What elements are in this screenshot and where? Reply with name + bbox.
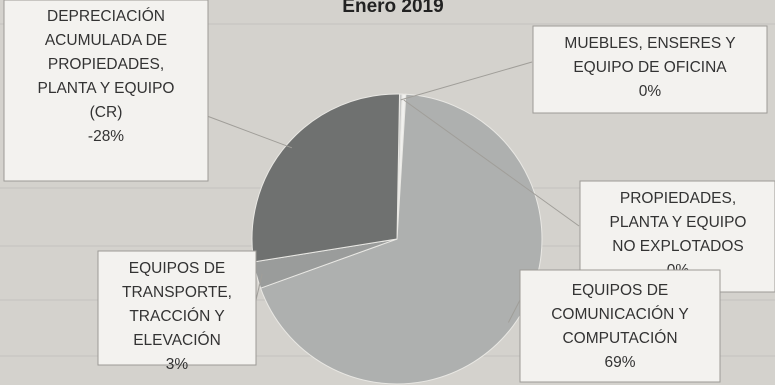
slice-name-label: PLANTA Y EQUIPO (38, 80, 175, 97)
slice-name-label: COMPUTACIÓN (562, 330, 677, 347)
slice-value-label: 69% (604, 354, 635, 371)
slice-name-label: ELEVACIÓN (133, 332, 221, 349)
leader-line (255, 273, 263, 301)
pie-slices (251, 93, 543, 385)
label-box (97, 250, 257, 366)
label-box (3, 0, 209, 182)
slice-name-label: EQUIPO DE OFICINA (573, 59, 727, 76)
leader-line (403, 99, 580, 227)
leader-line (400, 61, 533, 101)
pie-slice (259, 93, 543, 385)
slice-name-label: COMUNICACIÓN Y (551, 306, 689, 323)
slice-name-label: (CR) (90, 104, 123, 121)
slice-labels: MUEBLES, ENSERES Y EQUIPO DE OFICINA 0% PRO… (3, 0, 775, 383)
slice-name-label: TRANSPORTE, (122, 284, 232, 301)
slice-value-label: -28% (88, 128, 124, 145)
leader-lines (206, 61, 580, 323)
slice-name-label: NO EXPLOTADOS (612, 238, 744, 255)
slice-name-label: ACUMULADA DE (45, 32, 167, 49)
pie-slice (251, 93, 401, 263)
label-box (519, 269, 721, 383)
slice-value-label: 3% (166, 356, 189, 373)
leader-line (507, 299, 521, 323)
chart-title: Enero 2019 (342, 0, 443, 17)
slice-name-label: TRACCIÓN Y (129, 308, 224, 325)
slice-name-label: EQUIPOS DE (129, 260, 225, 277)
leader-line (206, 115, 293, 149)
slice-name-label: PLANTA Y EQUIPO (610, 214, 747, 231)
slice-name-label: DEPRECIACIÓN (47, 8, 165, 25)
slice-name-label: PROPIEDADES, (48, 56, 164, 73)
label-box (532, 25, 768, 114)
slice-value-label: 0% (639, 83, 662, 100)
slice-name-label: MUEBLES, ENSERES Y (564, 35, 735, 52)
slice-name-label: EQUIPOS DE (572, 282, 668, 299)
slice-name-label: PROPIEDADES, (620, 190, 736, 207)
